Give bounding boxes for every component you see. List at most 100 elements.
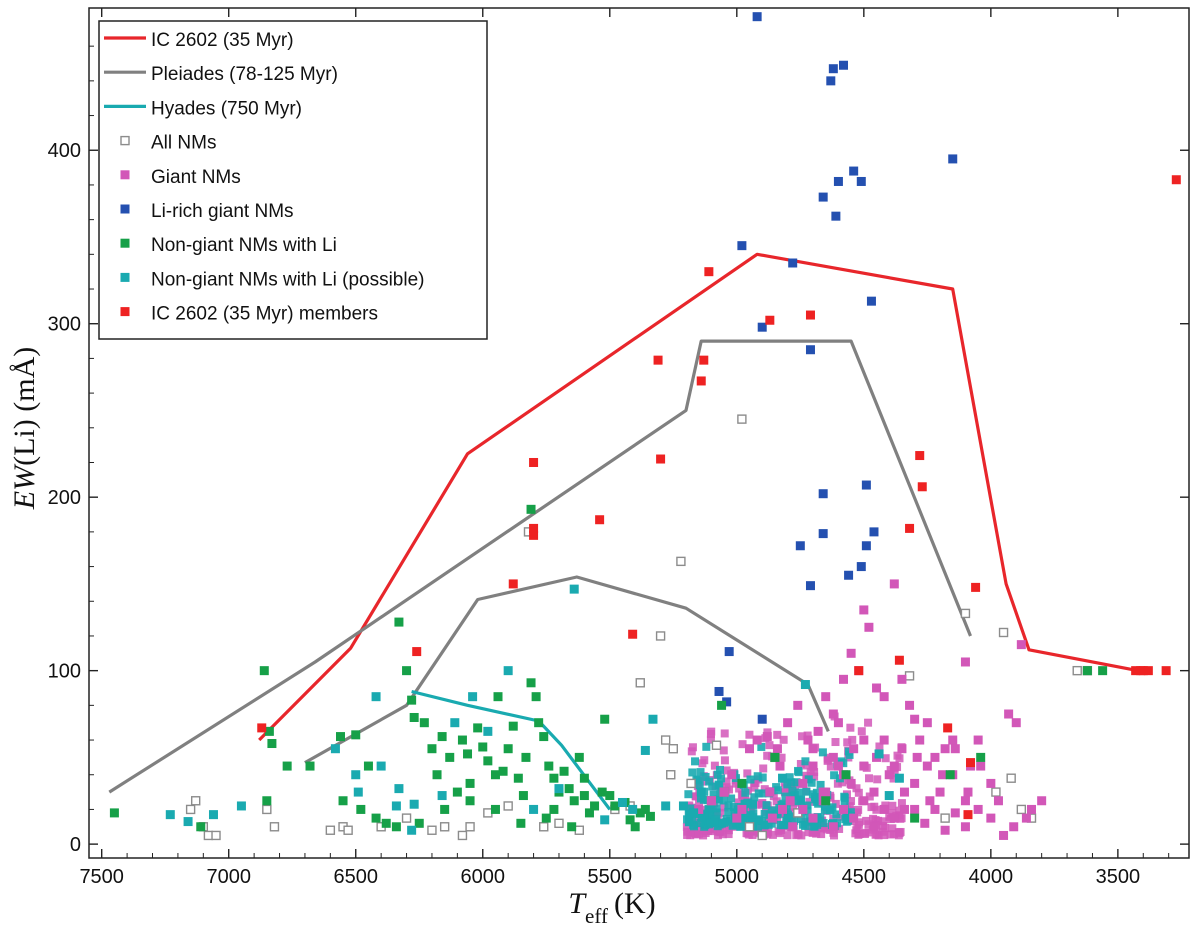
nongiant-point — [465, 796, 475, 806]
giant-nm-cloud-point — [829, 828, 838, 837]
nongiant-point — [478, 742, 488, 752]
members-point — [412, 647, 422, 657]
all-point — [655, 631, 666, 641]
giant-nm-cloud-point — [880, 831, 889, 840]
nongiant-point — [490, 804, 500, 814]
possible-point — [183, 817, 193, 827]
possible-nm-cloud-point — [757, 742, 766, 751]
nongiant-point — [569, 796, 579, 806]
possible-nm-cloud-point — [724, 807, 733, 816]
y-tick-label: 100 — [48, 661, 81, 683]
nongiant-point — [402, 666, 412, 676]
giant-point — [922, 718, 932, 728]
nongiant-point — [770, 752, 780, 762]
giant-point — [859, 735, 869, 745]
nongiant-point — [584, 808, 594, 818]
giant-nm-cloud-point — [897, 799, 906, 808]
possible-nm-cloud-point — [801, 821, 810, 830]
giant-point — [960, 796, 970, 806]
all-point — [960, 608, 971, 619]
nongiant-point — [717, 700, 727, 710]
members-point — [1171, 175, 1181, 185]
all-point — [203, 830, 214, 841]
giant-nm-cloud-point — [691, 792, 700, 801]
giant-point — [798, 804, 808, 814]
scatter-points — [109, 12, 1181, 841]
possible-nm-cloud-point — [802, 787, 811, 796]
possible-nm-cloud-point — [727, 794, 736, 803]
possible-nm-cloud-point — [812, 788, 821, 797]
possible-point — [617, 797, 627, 807]
nongiant-point — [564, 784, 574, 794]
nongiant-point — [1098, 666, 1108, 676]
nongiant-point — [463, 749, 473, 759]
possible-nm-cloud-point — [839, 759, 848, 768]
possible-point — [696, 787, 706, 797]
nongiant-point — [259, 666, 269, 676]
nongiant-point — [579, 791, 589, 801]
hyades-legend-label: Hyades (750 Myr) — [151, 98, 302, 119]
giant-nm-cloud-point — [888, 809, 897, 818]
lirich-point — [948, 154, 958, 164]
possible-point — [409, 799, 419, 809]
giant-point — [765, 787, 775, 797]
members-point — [529, 523, 539, 533]
possible-nm-cloud-point — [706, 818, 715, 827]
giant-point — [775, 761, 785, 771]
giant-point — [879, 735, 889, 745]
nongiant-point — [600, 714, 610, 724]
possible-nm-cloud-point — [738, 819, 747, 828]
possible-point — [330, 744, 340, 754]
giant-nm-cloud-point — [871, 816, 880, 825]
possible-nm-cloud-point — [713, 822, 722, 831]
giant-nm-cloud-point — [694, 829, 703, 838]
giant-point — [910, 778, 920, 788]
possible-nm-cloud-point — [788, 786, 797, 795]
giant-nm-cloud-point — [783, 831, 792, 840]
possible-nm-cloud-point — [685, 818, 694, 827]
giant-point — [859, 761, 869, 771]
nongiant-point — [427, 744, 437, 754]
all-point — [635, 678, 645, 688]
possible-nm-cloud-point — [842, 817, 851, 826]
possible-nm-cloud-point — [730, 809, 739, 818]
nongiant-point — [490, 770, 500, 780]
lirich-point — [861, 480, 871, 490]
lirich-point — [805, 581, 815, 591]
nongiant-legend-swatch — [120, 238, 130, 248]
possible-nm-cloud-point — [691, 757, 700, 766]
possible-nm-cloud-point — [715, 781, 724, 790]
giant-point — [762, 732, 772, 742]
nongiant-point — [516, 818, 526, 828]
giant-point — [788, 822, 798, 832]
giant-point — [833, 718, 843, 728]
possible-point — [407, 825, 417, 835]
giant-nm-cloud-point — [810, 772, 819, 781]
nongiant-point — [437, 732, 447, 742]
giant-point — [976, 761, 986, 771]
members-point — [966, 758, 976, 768]
possible-point — [483, 726, 493, 736]
possible-nm-cloud-point — [746, 775, 755, 784]
giant-nm-cloud-point — [836, 812, 845, 821]
possible-nm-cloud-point — [803, 801, 812, 810]
giant-nm-cloud-point — [760, 785, 769, 794]
x-tick-label: 4000 — [969, 866, 1014, 888]
giant-nm-cloud-point — [734, 798, 743, 807]
giant-point — [839, 674, 849, 684]
giant-point — [912, 752, 922, 762]
giant-point — [1011, 718, 1021, 728]
all-point — [668, 744, 678, 754]
giant-nm-cloud-point — [853, 808, 862, 817]
giant-nm-cloud-point — [852, 784, 861, 793]
giant-nm-cloud-point — [853, 824, 862, 833]
all-point — [666, 770, 676, 780]
lirich-point — [849, 166, 859, 176]
possible-nm-cloud-point — [783, 810, 792, 819]
all-point — [757, 830, 767, 841]
ic2602-line — [258, 252, 1139, 742]
possible-point — [351, 770, 361, 780]
all-legend-swatch — [120, 135, 130, 146]
all-point — [686, 778, 696, 789]
nongiant-point — [503, 744, 513, 754]
